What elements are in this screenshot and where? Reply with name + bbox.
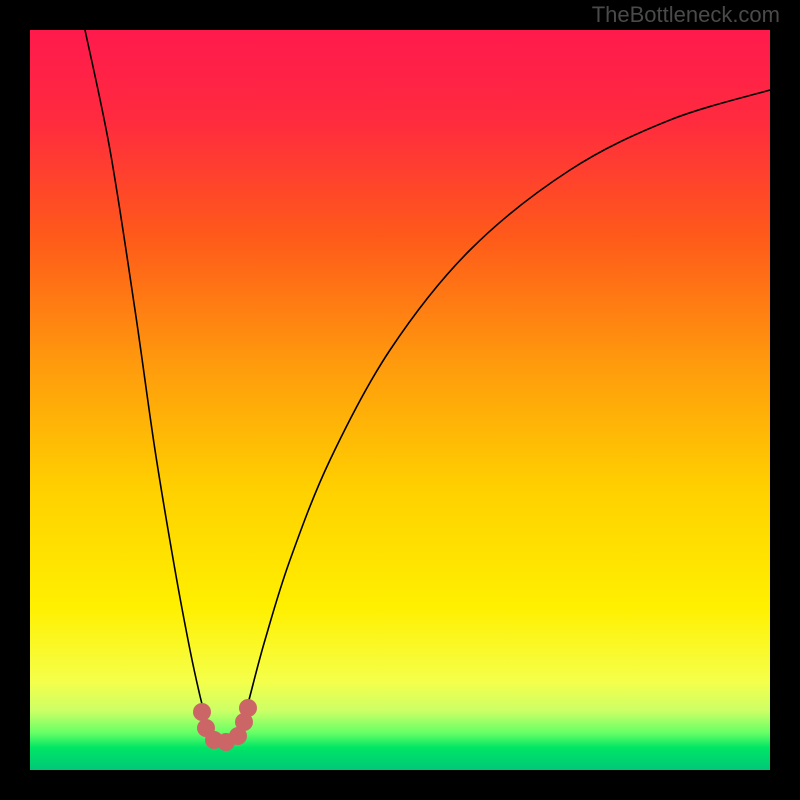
- bottleneck-curve-right: [245, 90, 770, 715]
- plot-area: [30, 30, 770, 770]
- chart-svg: [30, 30, 770, 770]
- marker-cluster: [193, 699, 257, 751]
- bottleneck-curve-left: [85, 30, 205, 715]
- watermark-text: TheBottleneck.com: [592, 2, 780, 28]
- marker-point: [239, 699, 257, 717]
- marker-point: [193, 703, 211, 721]
